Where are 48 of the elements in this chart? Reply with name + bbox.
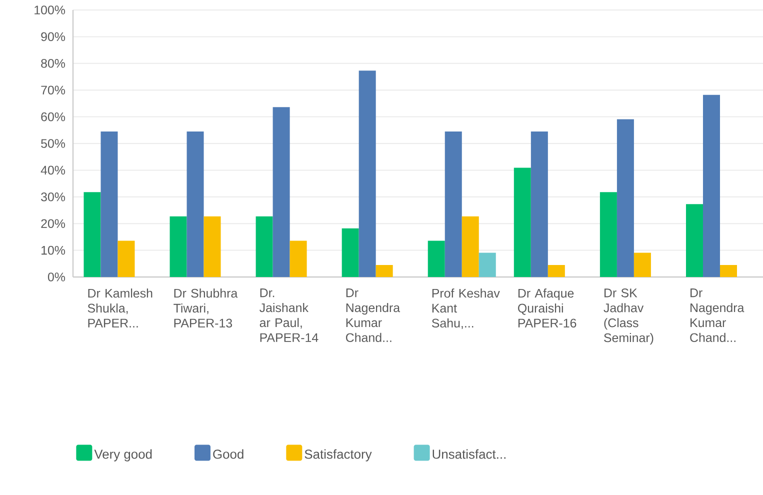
y-tick-label: 70% <box>41 86 66 95</box>
x-tick-label: Dr Afaque Quraishi PAPER-16 <box>518 288 576 328</box>
bar <box>444 131 462 277</box>
bar <box>530 131 548 277</box>
bar <box>376 264 393 277</box>
bar <box>100 131 118 277</box>
bar <box>600 192 617 277</box>
x-tick-label: Dr Nagendra Kumar Chand... <box>690 288 744 342</box>
legend-label: Unsatisfact... <box>432 449 506 459</box>
bar <box>462 216 479 277</box>
bar <box>272 107 290 277</box>
bar <box>170 216 187 277</box>
x-tick-label: Dr Nagendra Kumar Chand... <box>346 288 400 342</box>
bar <box>548 264 565 277</box>
bar <box>720 264 737 277</box>
legend-label: Good <box>213 449 244 459</box>
x-tick-label: Dr. Jaishank ar Paul, PAPER-14 <box>260 288 318 342</box>
legend-label: Very good <box>94 449 152 462</box>
y-tick-label: 10% <box>42 246 66 255</box>
legend-label: Satisfactory <box>304 449 372 462</box>
bar <box>290 240 307 277</box>
y-tick-label: 40% <box>40 166 66 175</box>
bar <box>358 70 376 277</box>
y-tick-label: 80% <box>41 58 66 68</box>
y-tick-label: 100% <box>34 6 66 14</box>
bar <box>342 228 359 277</box>
x-tick-label: Dr Kamlesh Shukla, PAPER... <box>88 288 152 328</box>
bar <box>686 204 703 277</box>
bar <box>186 131 204 277</box>
bar <box>478 252 496 277</box>
y-tick-label: 60% <box>41 112 66 122</box>
bar <box>634 252 651 277</box>
x-tick-label: Prof Keshav Kant Sahu,... <box>432 288 500 330</box>
y-tick-label: 50% <box>41 139 66 148</box>
bar <box>204 216 221 277</box>
bar <box>256 216 273 277</box>
x-tick-label: Dr SK Jadhav (Class Seminar) <box>604 288 654 345</box>
bar <box>428 240 445 277</box>
y-tick-label: 20% <box>41 219 66 228</box>
bar <box>118 240 135 277</box>
x-tick-label: Dr Shubhra Tiwari, PAPER-13 <box>174 288 238 328</box>
bar <box>84 192 101 277</box>
bar <box>514 168 531 277</box>
y-tick-label: 30% <box>41 192 66 202</box>
bar <box>616 119 634 277</box>
y-tick-label: 0% <box>48 272 66 282</box>
bar <box>702 94 720 277</box>
y-tick-label: 90% <box>41 32 66 42</box>
